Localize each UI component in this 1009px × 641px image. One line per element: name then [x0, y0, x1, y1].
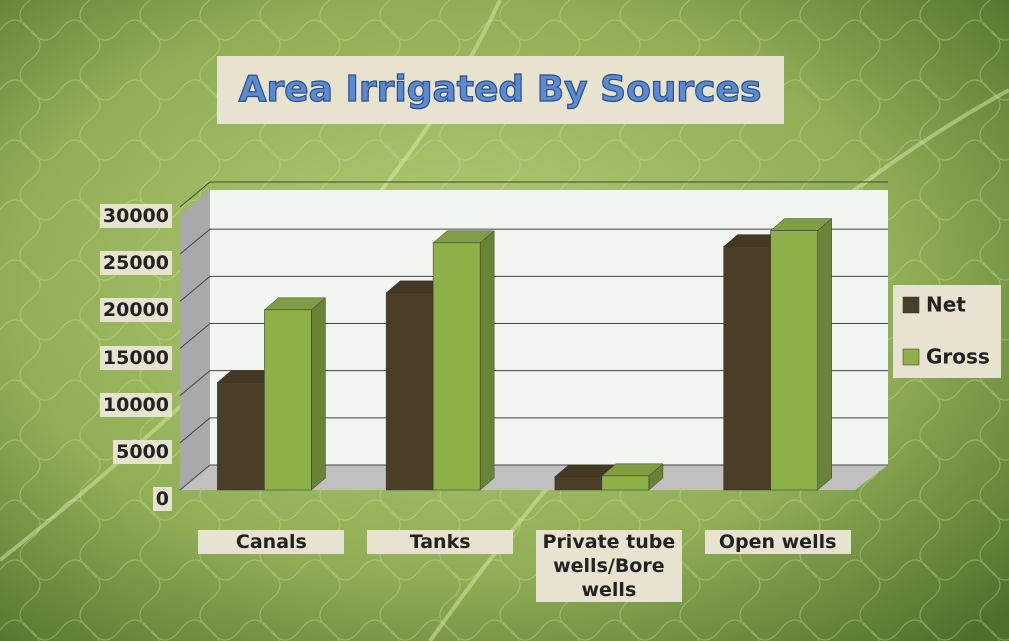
back-wall — [210, 190, 888, 465]
floor — [180, 465, 888, 490]
legend-swatch — [902, 296, 920, 314]
bar — [385, 292, 434, 491]
x-tick-label: Canals — [198, 530, 345, 554]
bar-side — [311, 297, 326, 491]
y-tick-label: 20000 — [99, 298, 172, 323]
grid-line-side — [179, 228, 211, 255]
y-tick-label: 5000 — [113, 439, 172, 464]
grid-line-side — [179, 181, 211, 208]
bar — [723, 246, 771, 491]
bar-side — [479, 230, 495, 491]
bar — [770, 230, 818, 491]
side-wall — [180, 190, 210, 490]
y-tick-label: 0 — [152, 487, 172, 511]
bar — [432, 242, 481, 491]
x-tick-label: Open wells — [704, 530, 851, 554]
legend-label: Gross — [926, 345, 990, 369]
y-tick-label: 30000 — [99, 204, 172, 228]
x-tick-label: Tanks — [367, 530, 514, 554]
grid-line-side — [179, 370, 211, 397]
y-tick-label: 25000 — [99, 251, 172, 276]
bar — [217, 382, 265, 491]
chart-title: Area Irrigated By Sources — [239, 69, 762, 110]
bar — [601, 475, 650, 491]
bar — [264, 309, 312, 491]
y-tick-label: 15000 — [99, 345, 172, 370]
bar-side — [817, 218, 832, 491]
title-box — [217, 56, 784, 124]
grid-line-side — [179, 323, 211, 349]
legend-label: Net — [926, 293, 966, 317]
grid-line-side — [179, 275, 211, 302]
bar — [554, 476, 603, 491]
legend-swatch — [902, 348, 920, 366]
y-tick-label: 10000 — [99, 392, 172, 417]
grid-line-side — [179, 417, 211, 444]
grid-line-side — [179, 464, 211, 491]
x-tick-label: Private tube wells/Bore wells — [535, 530, 682, 602]
